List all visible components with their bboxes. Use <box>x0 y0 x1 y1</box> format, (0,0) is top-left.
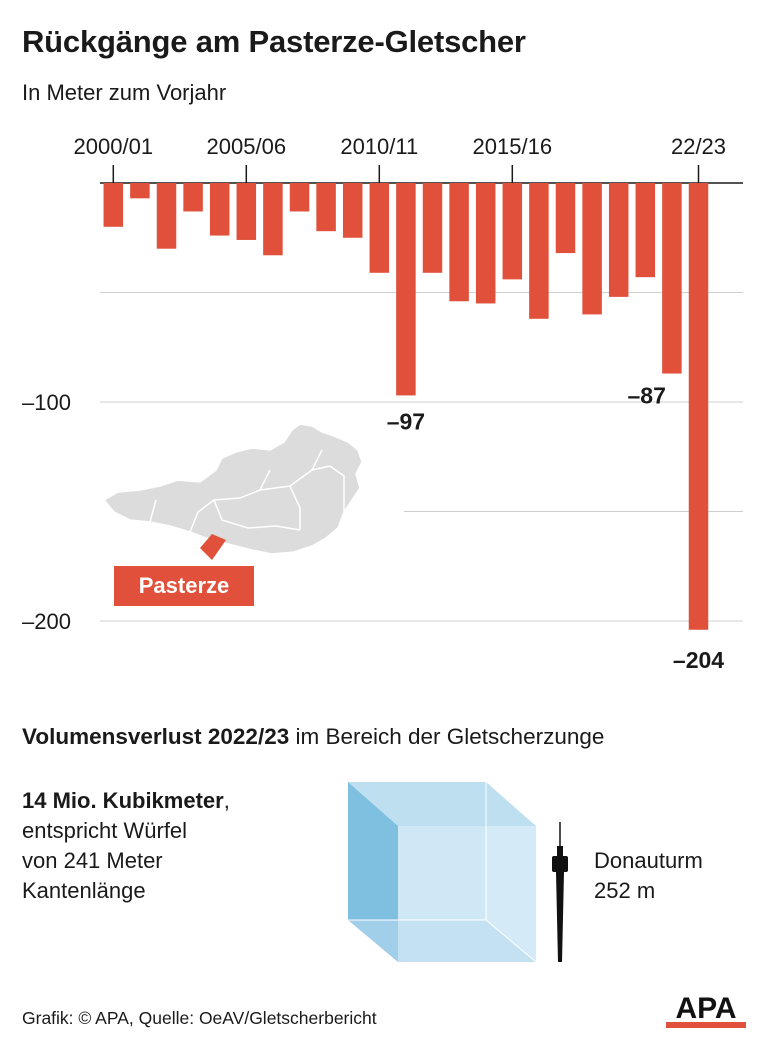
bar-2003/04 <box>183 183 203 212</box>
data-label: –204 <box>673 647 724 673</box>
bar-chart: 2000/01 2005/06 2010/11 2015/16 22/23 –100 –20… <box>22 134 743 673</box>
austria-map <box>102 423 363 606</box>
bar-2006/07 <box>263 183 283 256</box>
austria-map-borders <box>149 449 345 533</box>
apa-logo: APA <box>666 992 746 1028</box>
volume-heading-bold: Volumensverlust 2022/23 <box>22 724 290 749</box>
x-tick-label: 2010/11 <box>340 134 418 159</box>
volume-description: 14 Mio. Kubikmeter, entspricht Würfel vo… <box>22 786 230 906</box>
bar-2007/08 <box>289 183 310 212</box>
x-tick-label: 22/23 <box>671 134 726 159</box>
volume-line-3: von 241 Meter <box>22 848 163 873</box>
bar-2009/10 <box>342 183 363 238</box>
volume-line-4: Kantenlänge <box>22 878 146 903</box>
x-tick-label: 2000/01 <box>74 134 154 159</box>
volume-heading-rest: im Bereich der Gletscherzunge <box>289 724 605 749</box>
data-label: –87 <box>628 383 666 409</box>
pasterze-label: Pasterze <box>138 573 230 598</box>
bar-2004/05 <box>209 183 230 236</box>
bar-2000/01 <box>103 183 124 227</box>
source-footer: Grafik: © APA, Quelle: OeAV/Gletscherber… <box>22 1008 377 1028</box>
bar-2014/15 <box>475 183 496 304</box>
volume-comma: , <box>223 788 230 813</box>
chart-title: Rückgänge am Pasterze-Gletscher <box>22 24 526 59</box>
map-pointer <box>200 534 226 560</box>
bar-2015/16 <box>502 183 523 280</box>
bar-2019/20 <box>608 183 629 297</box>
bar-2020/21 <box>635 183 656 278</box>
bar-2002/03 <box>156 183 177 249</box>
bar-2010/11 <box>369 183 390 273</box>
apa-logo-text: APA <box>675 992 736 1025</box>
cube-bottom-face <box>348 920 536 962</box>
cube-top-face <box>348 782 536 826</box>
austria-map-shape <box>102 423 363 555</box>
bar-2008/09 <box>316 183 336 232</box>
cube-front-face <box>398 826 536 962</box>
y-tick-label: –200 <box>22 609 71 634</box>
bar-2012/13 <box>422 183 443 273</box>
y-tick-label: –100 <box>22 390 71 415</box>
bar-22/23 <box>688 183 709 630</box>
bar-2021/22 <box>662 183 682 374</box>
x-tick-label: 2005/06 <box>207 134 287 159</box>
bar-2017/18 <box>555 183 576 254</box>
data-label: –97 <box>387 408 425 434</box>
tower-name: Donauturm <box>594 848 703 873</box>
cube-back-face <box>348 782 486 920</box>
volume-heading: Volumensverlust 2022/23 im Bereich der G… <box>22 724 604 750</box>
volume-line-2: entspricht Würfel <box>22 818 188 843</box>
bar-2005/06 <box>236 183 257 240</box>
bar-2016/17 <box>529 183 549 319</box>
cube-left-face <box>348 782 398 962</box>
bar-2001/02 <box>130 183 150 199</box>
volume-amount: 14 Mio. Kubikmeter <box>22 788 224 813</box>
bar-2018/19 <box>582 183 602 315</box>
tower-label: Donauturm 252 m <box>594 846 703 906</box>
tower-height: 252 m <box>594 878 656 903</box>
pasterze-label-box <box>114 566 254 606</box>
bar-2011/12 <box>396 183 416 396</box>
donauturm-icon <box>552 822 568 962</box>
x-tick-label: 2015/16 <box>473 134 553 159</box>
chart-subtitle: In Meter zum Vorjahr <box>22 80 227 105</box>
bar-2013/14 <box>449 183 469 302</box>
